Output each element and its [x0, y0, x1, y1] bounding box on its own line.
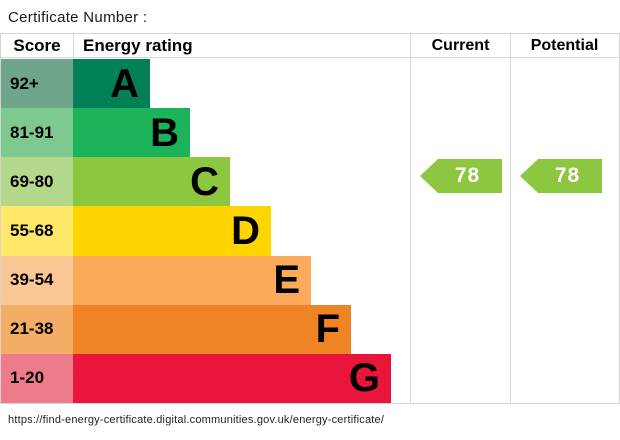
column-header-potential: Potential	[530, 37, 599, 54]
band-letter: D	[231, 208, 260, 253]
potential-rating-value: 78	[554, 164, 581, 187]
band-bar: D	[73, 206, 271, 256]
band-row-g: 1-20 G	[1, 353, 410, 403]
band-letter: E	[273, 258, 300, 303]
band-bar: F	[73, 304, 351, 354]
band-letter: F	[315, 307, 340, 352]
rating-bands: 92+ A 81-91 B 69-80 C 55-68 D 39-54 E 21…	[1, 59, 410, 403]
band-row-f: 21-38 F	[1, 304, 410, 354]
current-rating-value: 78	[454, 164, 481, 187]
band-score-range: 69-80	[1, 157, 73, 207]
band-score-range: 21-38	[1, 304, 73, 354]
band-bar: B	[73, 108, 190, 158]
footer: https://find-energy-certificate.digital.…	[0, 404, 620, 426]
band-score-range: 92+	[1, 59, 73, 109]
band-bar: G	[73, 353, 391, 403]
potential-rating-arrow: 78	[520, 159, 602, 193]
band-score-range: 55-68	[1, 206, 73, 256]
certificate-number-line: Certificate Number :	[0, 0, 620, 33]
band-bar: A	[73, 59, 150, 109]
band-row-d: 55-68 D	[1, 206, 410, 256]
band-row-c: 69-80 C	[1, 157, 410, 207]
band-row-b: 81-91 B	[1, 108, 410, 158]
chart-header-row: Score Energy rating Current Potential	[1, 34, 619, 58]
footer-url: https://find-energy-certificate.digital.…	[8, 414, 385, 426]
column-header-energy-rating: Energy rating	[83, 36, 193, 55]
band-bar: E	[73, 255, 311, 305]
band-score-range: 1-20	[1, 353, 73, 403]
band-letter: B	[150, 110, 179, 155]
current-rating-arrow: 78	[420, 159, 502, 193]
column-header-current: Current	[431, 37, 490, 54]
band-letter: C	[190, 159, 219, 204]
band-score-range: 81-91	[1, 108, 73, 158]
potential-rating-column: 78	[511, 59, 618, 403]
current-rating-column: 78	[411, 59, 510, 403]
band-score-range: 39-54	[1, 255, 73, 305]
band-letter: A	[110, 61, 139, 106]
band-row-a: 92+ A	[1, 59, 410, 109]
potential-column-divider	[510, 34, 511, 403]
column-header-score: Score	[13, 36, 61, 55]
band-bar: C	[73, 157, 230, 207]
energy-rating-chart: Score Energy rating Current Potential 92…	[0, 33, 620, 404]
certificate-number-label: Certificate Number :	[8, 9, 148, 26]
band-row-e: 39-54 E	[1, 255, 410, 305]
score-column-divider	[73, 34, 74, 58]
band-letter: G	[348, 356, 380, 401]
current-column-divider	[410, 34, 411, 403]
